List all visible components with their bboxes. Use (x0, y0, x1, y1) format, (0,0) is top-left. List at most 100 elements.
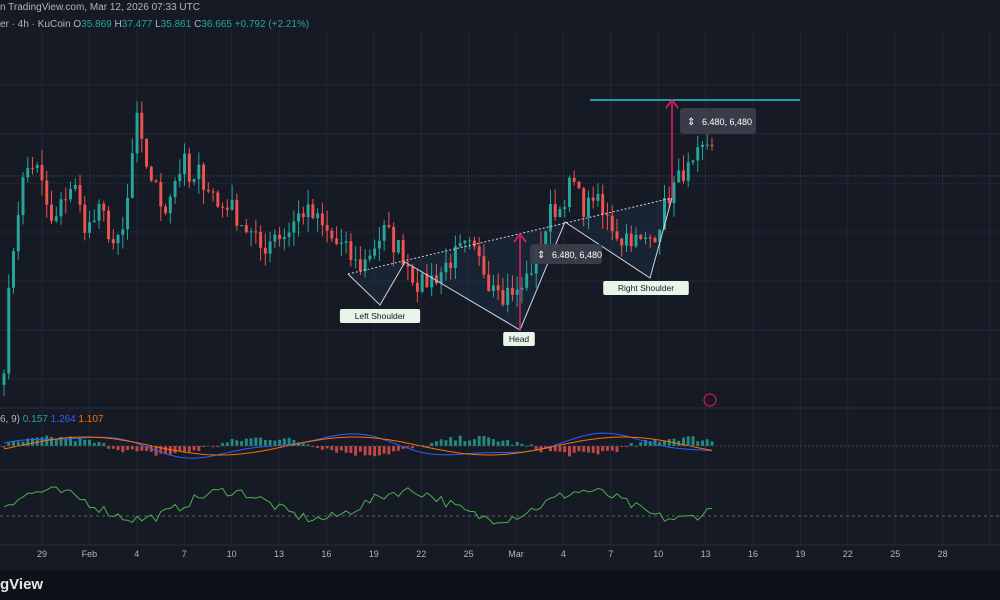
candle-body (482, 256, 486, 275)
candle-body (591, 197, 595, 201)
candle-body (615, 231, 619, 239)
macd-bar (563, 446, 567, 453)
macd-bar (634, 445, 638, 447)
macd-bar (249, 438, 253, 446)
candle-body (430, 275, 434, 288)
candle-body (111, 239, 115, 244)
macd-bar (463, 441, 467, 446)
x-tick-label: 25 (464, 549, 474, 559)
candle-body (16, 215, 20, 252)
candle-body (658, 229, 662, 243)
macd-bar (434, 441, 438, 446)
macd-bar (64, 439, 68, 446)
candle-body (339, 242, 343, 244)
macd-bar (102, 442, 106, 446)
grid (0, 30, 1000, 545)
candle-body (73, 185, 77, 189)
macd-bar (686, 436, 690, 446)
candle-body (235, 199, 239, 226)
macd-bar (491, 439, 495, 446)
measure-label-1-text: 6.480, 6,480 (552, 250, 602, 260)
macd-bar (439, 439, 443, 446)
left-shoulder-label-bg (339, 309, 421, 323)
macd-bar (639, 442, 643, 446)
macd-bar (107, 446, 111, 449)
price-chart[interactable]: ⇕ 6.480, 6,480 ⇕ 6.480, 6,480 Left Shoulder… (0, 0, 1000, 570)
candle-body (54, 216, 58, 221)
x-tick-label: 7 (182, 549, 187, 559)
candle-body (377, 240, 381, 249)
candle-body (102, 203, 106, 211)
candle-body (487, 274, 491, 292)
candle-body (240, 225, 244, 227)
candle-body (663, 198, 666, 230)
macd-bar (458, 435, 462, 446)
macd-hist-value: 0.157 (22, 414, 48, 425)
macd-bar (525, 445, 529, 447)
candle-body (373, 248, 377, 256)
candle-body (187, 153, 191, 182)
candles (2, 101, 714, 396)
candle-body (558, 208, 562, 217)
candle-body (548, 204, 552, 232)
candle-body (268, 241, 272, 254)
candle-body (525, 273, 529, 288)
macd-bar (667, 439, 671, 446)
candle-body (292, 221, 296, 233)
macd-bar (287, 437, 291, 446)
candle-body (382, 224, 386, 241)
candle-body (225, 207, 229, 210)
macd-bar (382, 446, 386, 454)
macd-bar (472, 439, 476, 446)
candle-body (415, 282, 419, 292)
rsi-pane (0, 486, 1000, 525)
macd-params: 6, 9) (0, 414, 21, 425)
macd-bar (477, 435, 481, 446)
macd-bar (349, 446, 353, 454)
candle-body (491, 285, 495, 292)
macd-legend: 6, 9) 0.157 1.264 1.107 (0, 414, 103, 426)
candle-body (439, 272, 443, 284)
candle-body (12, 251, 15, 288)
macd-bar (605, 446, 609, 451)
symbol-info: er · 4h · KuCoin (0, 19, 71, 30)
candle-body (463, 240, 467, 244)
macd-bar (230, 439, 234, 446)
candle-body (92, 220, 96, 223)
candle-body (69, 188, 72, 200)
candle-body (83, 204, 87, 233)
candle-body (249, 231, 253, 233)
macd-bar (69, 436, 72, 446)
close-label: C (194, 19, 202, 30)
candle-body (320, 213, 324, 226)
candle-body (596, 193, 600, 201)
measure-label-2-text: 6.480, 6,480 (702, 117, 752, 127)
candle-body (183, 153, 187, 175)
macd-bar (244, 438, 248, 446)
macd-bar (373, 446, 377, 457)
macd-bar (187, 446, 191, 452)
macd-bar (164, 446, 168, 455)
macd-bar (330, 446, 334, 451)
x-tick-label: 4 (134, 549, 139, 559)
candle-body (705, 144, 709, 146)
macd-bar (121, 446, 125, 453)
macd-bar (701, 440, 704, 446)
x-tick-label: 4 (561, 549, 566, 559)
x-tick-label: Mar (508, 549, 524, 559)
macd-bar (78, 437, 82, 446)
candle-body (263, 247, 267, 254)
macd-bar (601, 446, 605, 452)
macd-bar (710, 441, 714, 446)
macd-bar (387, 446, 391, 455)
candle-body (691, 160, 695, 163)
macd-bar (278, 439, 282, 446)
macd-bar (582, 446, 586, 452)
macd-bar (263, 440, 267, 446)
macd-bar (316, 446, 320, 449)
macd-bar (192, 446, 196, 451)
target-arrow-head (665, 98, 679, 109)
candle-body (458, 243, 462, 247)
candle-body (244, 225, 248, 233)
